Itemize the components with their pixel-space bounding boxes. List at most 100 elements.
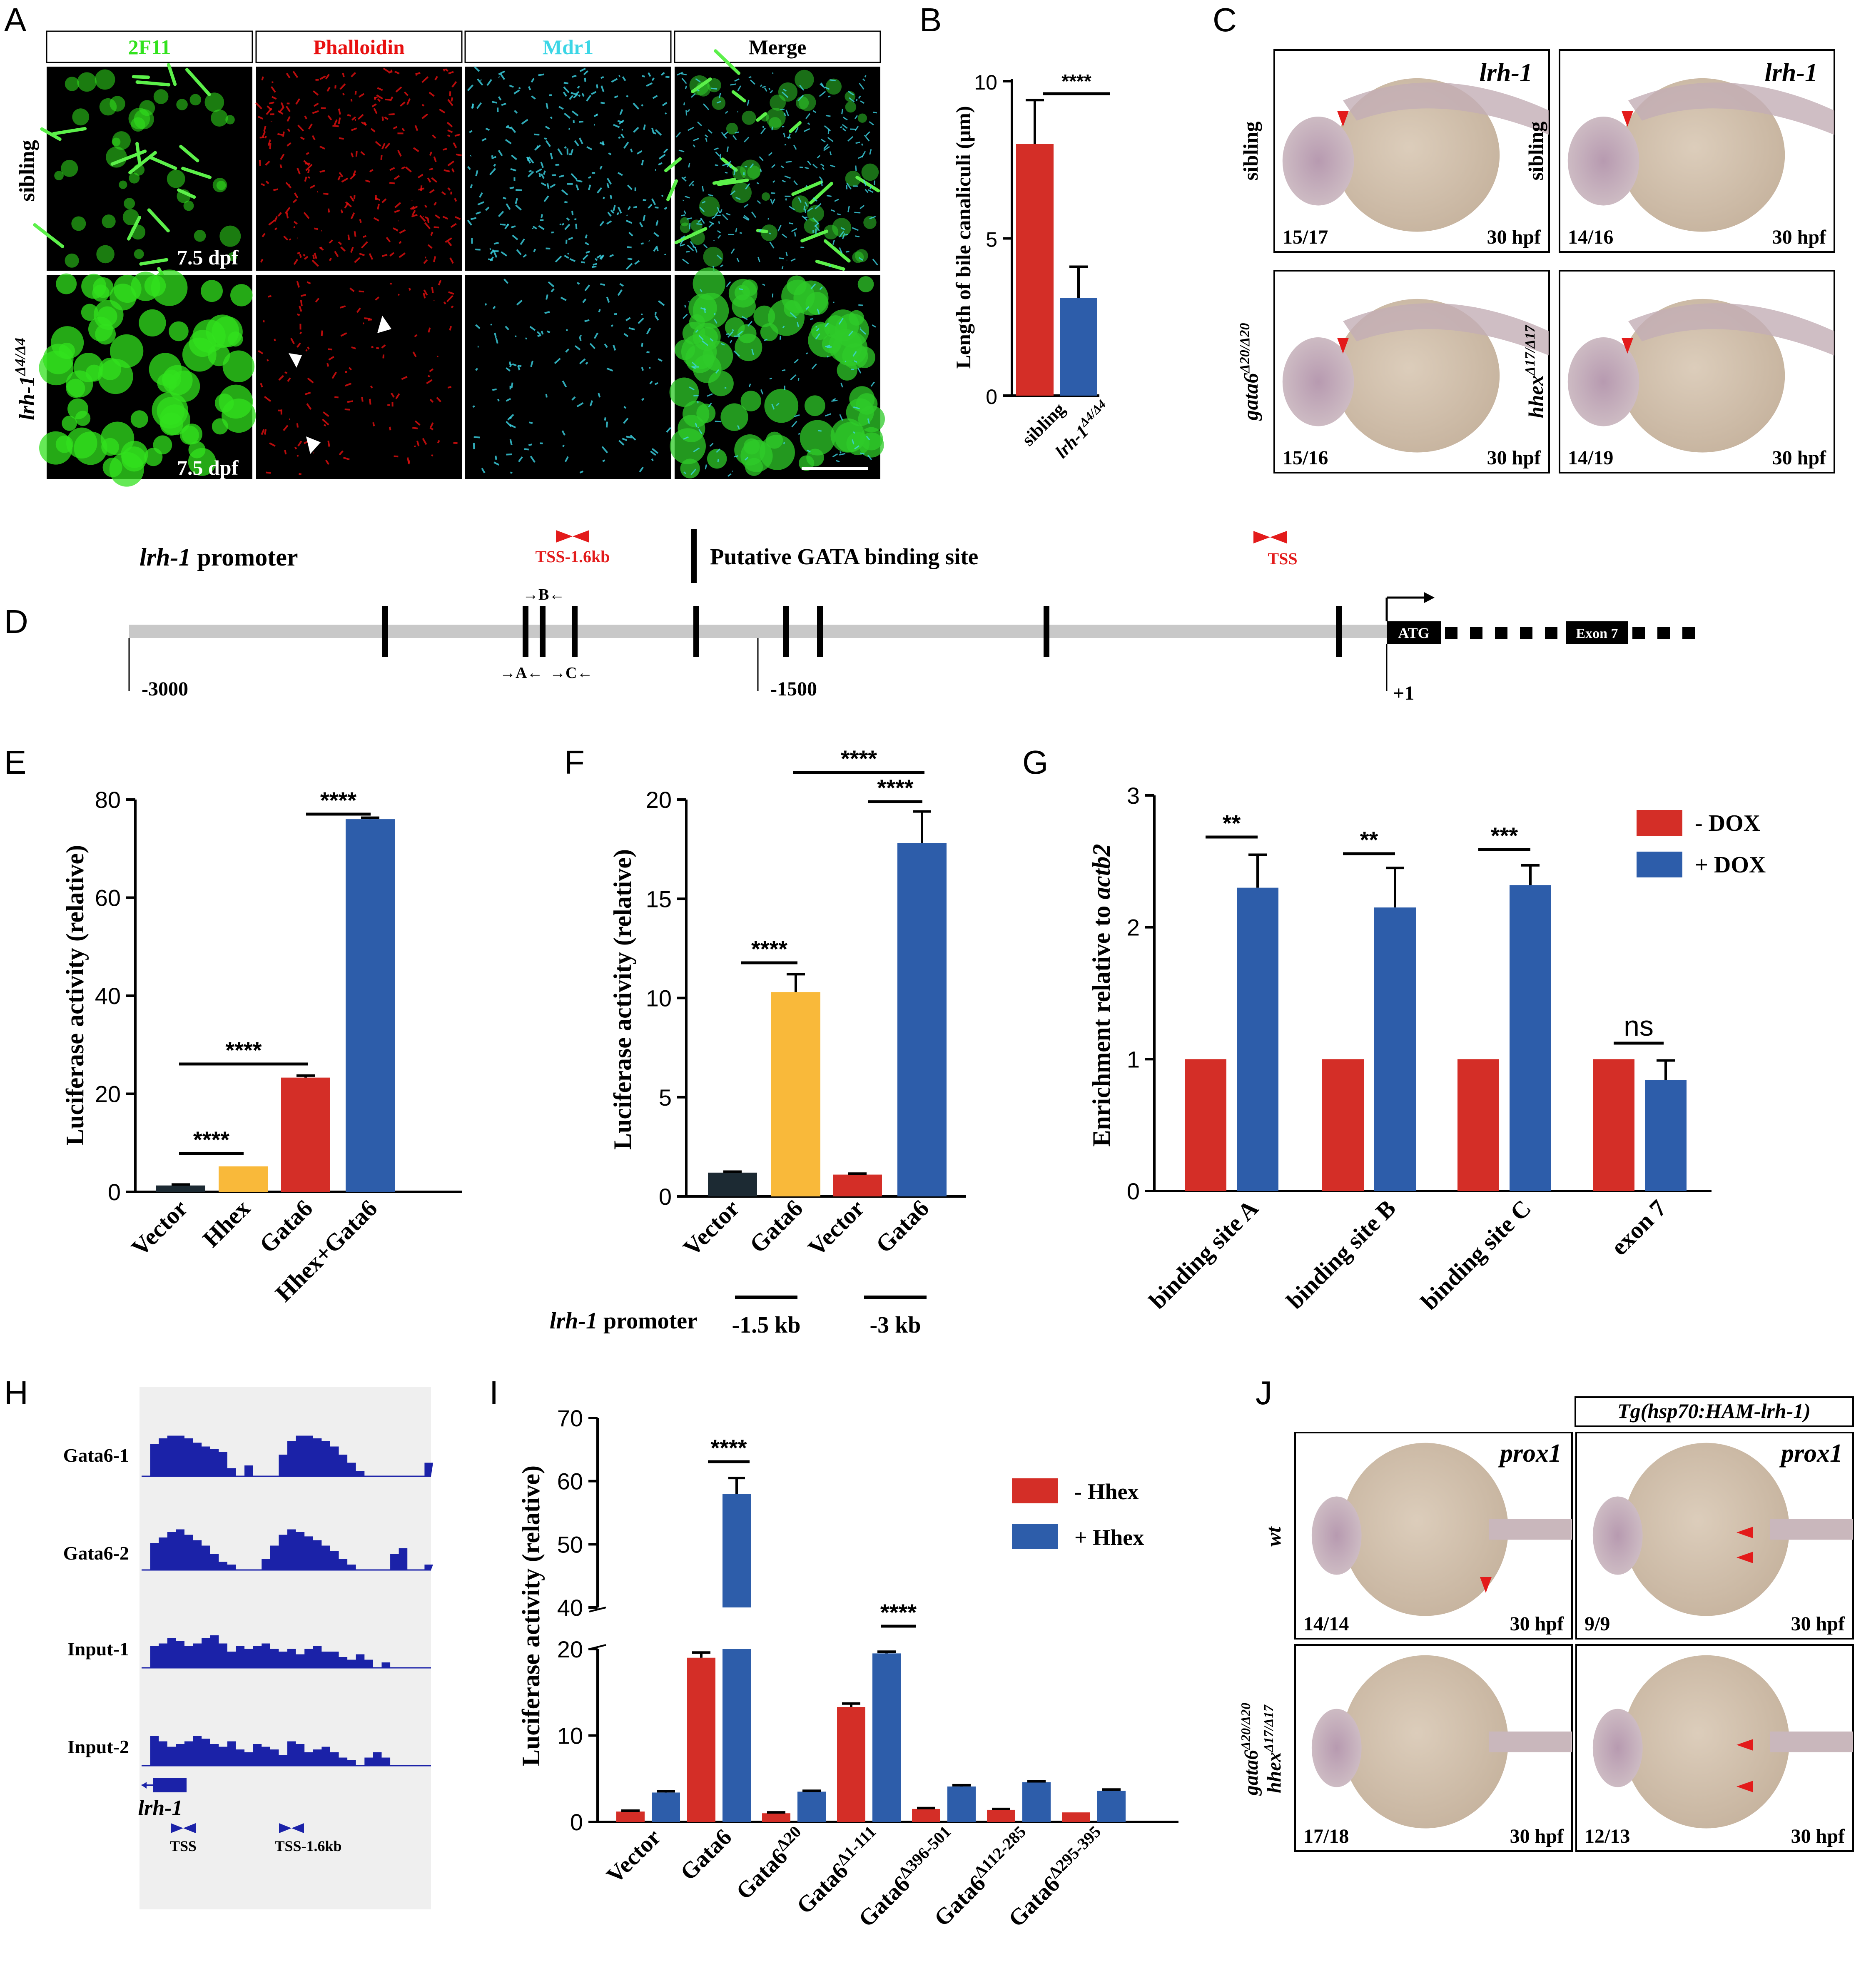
stain-speck	[448, 291, 454, 295]
stain-speck	[812, 164, 818, 169]
cell-nucleus	[725, 317, 745, 337]
row-label-double-mutant: hhexΔ17/Δ17	[1261, 1704, 1285, 1793]
gene-label: prox1	[1498, 1439, 1562, 1468]
y-axis-label: Luciferase activity (relative)	[61, 845, 89, 1146]
stain-speck	[531, 78, 535, 83]
stain-speck	[840, 382, 843, 388]
stain-speck	[305, 349, 308, 352]
stain-speck	[373, 217, 379, 222]
stain-speck	[869, 216, 876, 219]
stain-speck	[565, 348, 570, 353]
stain-speck	[525, 337, 528, 340]
cell-nucleus	[66, 379, 85, 398]
exon7-label: Exon 7	[1576, 626, 1618, 641]
stain-speck	[633, 102, 640, 110]
stain-speck	[305, 391, 311, 395]
stain-speck	[618, 207, 622, 214]
stain-speck	[693, 138, 699, 142]
stain-speck	[648, 204, 653, 209]
stain-speck	[299, 331, 302, 334]
stain-speck	[434, 76, 438, 81]
cell-nucleus	[110, 96, 125, 112]
stain-speck	[636, 150, 643, 155]
stain-speck	[327, 441, 330, 447]
stain-speck	[793, 145, 797, 150]
stain-speck	[641, 367, 644, 371]
cell-nucleus	[228, 252, 237, 262]
stain-speck	[810, 283, 816, 289]
stain-speck	[288, 184, 291, 186]
cell-nucleus	[169, 321, 189, 341]
stain-speck	[546, 183, 550, 189]
cell-nucleus	[75, 411, 91, 426]
cell-nucleus	[159, 404, 190, 436]
stain-speck	[815, 225, 820, 231]
stain-speck	[860, 452, 865, 455]
stain-speck	[541, 214, 543, 218]
stain-speck	[304, 176, 307, 182]
stain-speck	[536, 331, 541, 335]
stain-speck	[604, 343, 608, 348]
stain-speck	[626, 436, 632, 439]
cell-nucleus	[768, 117, 782, 130]
stain-speck	[538, 173, 541, 177]
cell-nucleus	[212, 178, 227, 192]
stain-speck	[433, 156, 437, 162]
significance-label: ****	[877, 775, 913, 801]
y-tick-label: 5	[986, 228, 997, 252]
stain-speck	[491, 155, 493, 157]
significance-label: ****	[880, 1599, 917, 1625]
y-tick-label: 0	[108, 1179, 121, 1205]
stain-speck	[727, 473, 732, 477]
stain-speck	[390, 70, 393, 72]
stain-speck	[598, 393, 601, 398]
cell-nucleus	[74, 431, 107, 465]
stain-speck	[646, 327, 651, 334]
stain-speck	[805, 306, 810, 310]
row-label: sibling	[1524, 122, 1547, 181]
stain-speck	[447, 160, 455, 167]
stain-speck	[362, 322, 364, 324]
stain-speck	[322, 419, 329, 426]
stain-speck	[751, 349, 754, 355]
stain-speck	[261, 76, 264, 81]
stain-speck	[873, 112, 877, 114]
stain-speck	[369, 399, 371, 405]
panel-c: 15/17 30 hpf lrh-1 sibling 14/16 30 hpf lrh-1 s…	[1237, 49, 1835, 473]
stain-speck	[599, 165, 603, 170]
stain-speck	[730, 190, 736, 195]
stain-speck	[576, 402, 584, 408]
stain-speck	[608, 152, 612, 155]
cell-nucleus	[65, 77, 80, 91]
stain-speck	[723, 131, 728, 136]
legend-label: - Hhex	[1074, 1479, 1139, 1504]
stain-speck	[825, 115, 831, 117]
stain-speck	[412, 205, 418, 210]
stain-speck	[653, 247, 657, 252]
stain-speck	[803, 205, 806, 210]
tail	[1770, 1519, 1853, 1540]
bar	[708, 1172, 757, 1196]
stain-speck	[600, 283, 605, 286]
stain-speck	[652, 95, 658, 99]
stain-speck	[687, 109, 690, 112]
stain-speck	[838, 318, 844, 325]
stain-speck	[447, 386, 452, 389]
stain-speck	[447, 241, 452, 247]
stain-speck	[630, 434, 636, 441]
stain-speck	[561, 189, 568, 196]
stain-speck	[780, 108, 785, 110]
stain-speck	[768, 232, 771, 234]
canaliculus	[185, 68, 211, 96]
stain-speck	[589, 343, 596, 349]
stain-speck	[381, 143, 386, 150]
stain-speck	[319, 75, 326, 80]
stain-speck	[610, 195, 612, 199]
stain-speck	[442, 148, 447, 151]
stain-speck	[255, 102, 262, 110]
panel-letter-I: I	[489, 1374, 498, 1411]
stain-speck	[349, 195, 355, 202]
stain-speck	[642, 75, 645, 77]
cell-nucleus	[740, 391, 762, 411]
